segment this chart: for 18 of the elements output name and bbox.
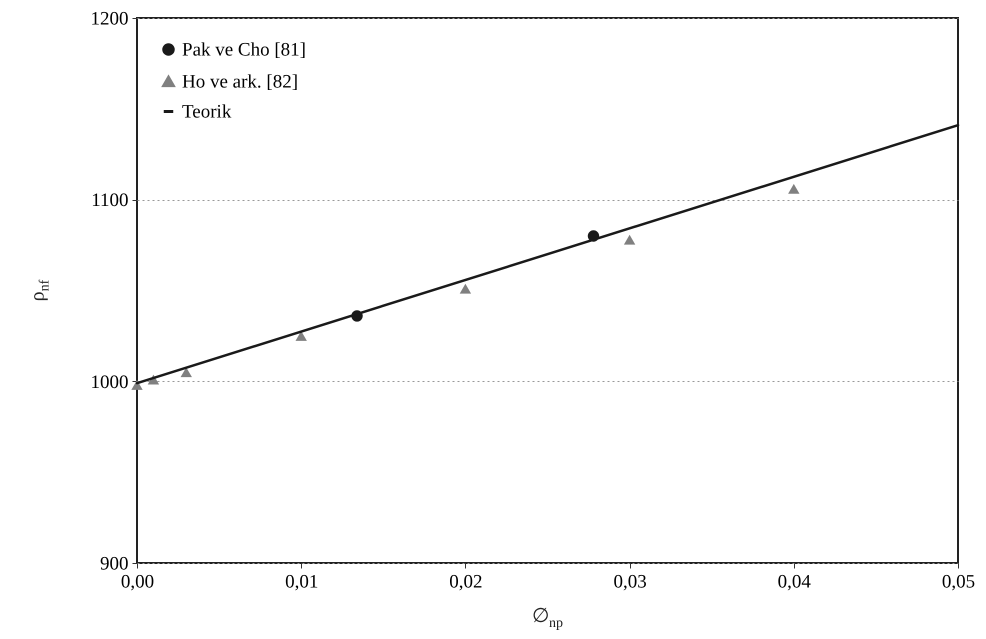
point <box>180 367 192 378</box>
y-tick-label: 1000 <box>90 372 128 393</box>
x-tick-label: 0,01 <box>285 572 318 592</box>
x-tick-label: 0,05 <box>942 572 976 592</box>
x-tick-label: 0,04 <box>778 572 812 592</box>
legend-label: Ho ve ark. [82] <box>182 72 298 92</box>
point <box>460 284 472 294</box>
y-tick-label: 900 <box>100 554 128 574</box>
point <box>624 234 636 245</box>
x-tick-label: 0,02 <box>449 572 483 592</box>
y-tick-label: 1100 <box>91 190 128 212</box>
legend-label: Teorik <box>182 102 232 122</box>
legend-label: Pak ve Cho [81] <box>182 40 306 60</box>
x-tick-label: 0,03 <box>613 572 647 592</box>
point <box>788 184 800 194</box>
x-axis-title: ∅$_{np}$ <box>532 604 563 632</box>
x-tick-label: 0,00 <box>120 572 154 592</box>
y-tick-label: 1200 <box>90 8 128 30</box>
